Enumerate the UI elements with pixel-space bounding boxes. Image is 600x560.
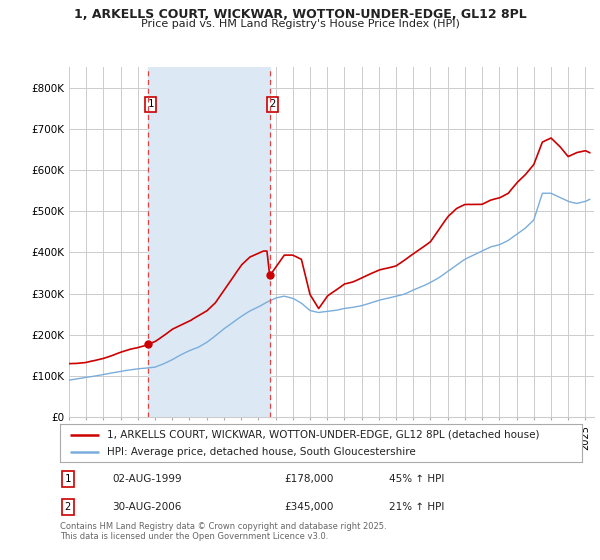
Text: 1, ARKELLS COURT, WICKWAR, WOTTON-UNDER-EDGE, GL12 8PL: 1, ARKELLS COURT, WICKWAR, WOTTON-UNDER-…: [74, 8, 526, 21]
Text: 2: 2: [269, 99, 275, 109]
Text: Price paid vs. HM Land Registry's House Price Index (HPI): Price paid vs. HM Land Registry's House …: [140, 19, 460, 29]
Text: 30-AUG-2006: 30-AUG-2006: [112, 502, 182, 512]
Text: 2: 2: [65, 502, 71, 512]
Bar: [148, 67, 270, 417]
Text: £178,000: £178,000: [284, 474, 334, 484]
Text: Contains HM Land Registry data © Crown copyright and database right 2025.
This d: Contains HM Land Registry data © Crown c…: [60, 522, 386, 542]
Text: 02-AUG-1999: 02-AUG-1999: [112, 474, 182, 484]
Text: 1: 1: [147, 99, 154, 109]
Text: 1, ARKELLS COURT, WICKWAR, WOTTON-UNDER-EDGE, GL12 8PL (detached house): 1, ARKELLS COURT, WICKWAR, WOTTON-UNDER-…: [107, 430, 539, 440]
Text: 21% ↑ HPI: 21% ↑ HPI: [389, 502, 444, 512]
Text: 1: 1: [65, 474, 71, 484]
Text: £345,000: £345,000: [284, 502, 334, 512]
Text: 45% ↑ HPI: 45% ↑ HPI: [389, 474, 444, 484]
Text: HPI: Average price, detached house, South Gloucestershire: HPI: Average price, detached house, Sout…: [107, 447, 416, 458]
